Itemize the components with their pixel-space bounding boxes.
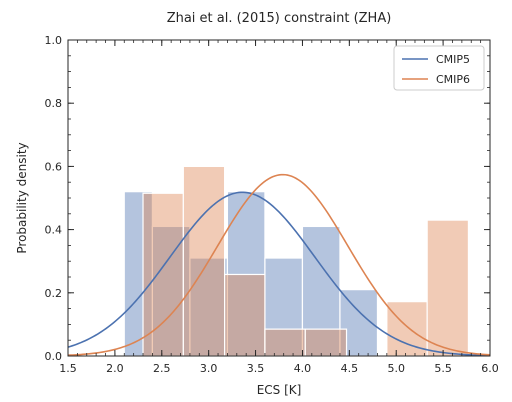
- x-tick-label: 4.5: [341, 362, 359, 375]
- y-tick-label: 0.6: [45, 160, 63, 173]
- x-tick-label: 5.5: [434, 362, 452, 375]
- density-curve-cmip5: [67, 191, 491, 357]
- x-tick-label: 2.5: [153, 362, 171, 375]
- x-tick-label: 3.0: [200, 362, 218, 375]
- histogram-bar-cmip6-0: [142, 192, 184, 357]
- y-axis-label: Probability density: [15, 142, 29, 253]
- histogram-bar-cmip6-4: [304, 328, 348, 357]
- y-tick-label: 0.8: [45, 97, 63, 110]
- chart-title: Zhai et al. (2015) constraint (ZHA): [167, 11, 392, 26]
- legend-label-cmip5: CMIP5: [436, 53, 470, 66]
- legend: CMIP5 CMIP6: [393, 45, 485, 91]
- histogram-bar-cmip6-2: [224, 273, 266, 357]
- x-ticks: 1.5 2.0 2.5 3.0 3.5 4.0 4.5 5.0 5.5 6.0: [59, 40, 499, 375]
- x-tick-label: 6.0: [481, 362, 499, 375]
- x-axis-label: ECS [K]: [257, 383, 302, 397]
- histogram-bar-cmip6-7: [426, 219, 470, 357]
- histogram-bar-cmip6-3: [264, 328, 306, 357]
- x-tick-label: 2.0: [106, 362, 124, 375]
- x-tick-label: 3.5: [247, 362, 265, 375]
- y-tick-label: 0.0: [45, 350, 63, 363]
- histogram-bar-cmip6-1: [182, 165, 226, 357]
- legend-label-cmip6: CMIP6: [436, 73, 470, 86]
- x-tick-label: 5.0: [387, 362, 405, 375]
- y-tick-label: 0.2: [45, 287, 63, 300]
- y-tick-label: 1.0: [45, 34, 63, 47]
- histogram-bar-cmip5-0: [123, 191, 154, 357]
- histogram-bar-cmip6-6: [386, 301, 428, 357]
- x-tick-label: 1.5: [59, 362, 77, 375]
- x-tick-label: 4.0: [294, 362, 312, 375]
- y-ticks: 0.0 0.2 0.4 0.6 0.8 1.0: [45, 34, 490, 363]
- histogram-bars: [123, 165, 470, 357]
- y-tick-label: 0.4: [45, 224, 63, 237]
- density-curves: [67, 173, 491, 357]
- density-curve-cmip6: [67, 173, 491, 356]
